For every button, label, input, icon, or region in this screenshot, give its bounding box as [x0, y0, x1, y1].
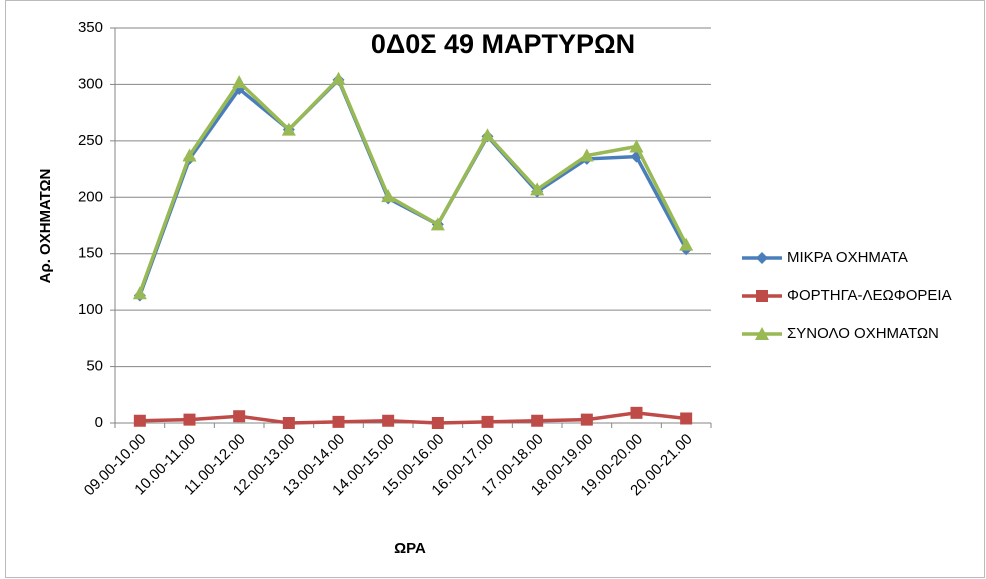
series-line	[139, 411, 687, 425]
legend-label: ΦΟΡΤΗΓΑ-ΛΕΩΦΟΡΕΙΑ	[787, 287, 952, 304]
marker	[679, 237, 694, 251]
y-axis-label: Αρ. ΟΧΗΜΑΤΩΝ	[37, 169, 54, 284]
marker	[381, 189, 396, 203]
chart-border	[5, 0, 985, 578]
marker	[755, 327, 769, 340]
marker	[430, 217, 445, 231]
marker	[531, 414, 544, 427]
marker	[756, 252, 768, 264]
marker	[480, 128, 495, 142]
marker	[629, 139, 644, 153]
marker	[182, 148, 197, 162]
chart-title: 0Δ0Σ 49 ΜΑΡΤΥΡΩΝ	[371, 29, 635, 59]
marker	[331, 71, 346, 85]
marker	[530, 182, 545, 196]
marker	[281, 122, 296, 136]
marker	[756, 290, 768, 302]
y-tick-label: 150	[78, 245, 103, 262]
y-tick-label: 100	[78, 301, 103, 318]
marker	[680, 412, 693, 425]
y-tick-label: 50	[86, 358, 103, 375]
marker	[132, 286, 147, 300]
marker	[233, 410, 246, 423]
marker	[579, 148, 594, 162]
y-tick-label: 250	[78, 132, 103, 149]
y-tick-label: 300	[78, 75, 103, 92]
y-tick-label: 350	[78, 19, 103, 36]
marker	[431, 417, 444, 429]
y-tick-label: 200	[78, 188, 103, 205]
marker	[580, 413, 593, 426]
marker	[630, 406, 643, 419]
marker	[332, 415, 345, 428]
marker	[481, 415, 494, 428]
marker	[232, 75, 247, 89]
marker	[183, 413, 196, 426]
marker	[133, 414, 146, 427]
marker	[282, 417, 295, 429]
y-tick-label: 0	[95, 414, 103, 431]
legend-label: ΜΙΚΡΑ ΟΧΗΜΑΤΑ	[787, 249, 908, 266]
series-line	[138, 75, 688, 294]
legend-label: ΣΥΝΟΛΟ ΟΧΗΜΑΤΩΝ	[787, 325, 939, 342]
x-axis-label: ΩΡΑ	[394, 540, 426, 557]
marker	[382, 414, 395, 427]
